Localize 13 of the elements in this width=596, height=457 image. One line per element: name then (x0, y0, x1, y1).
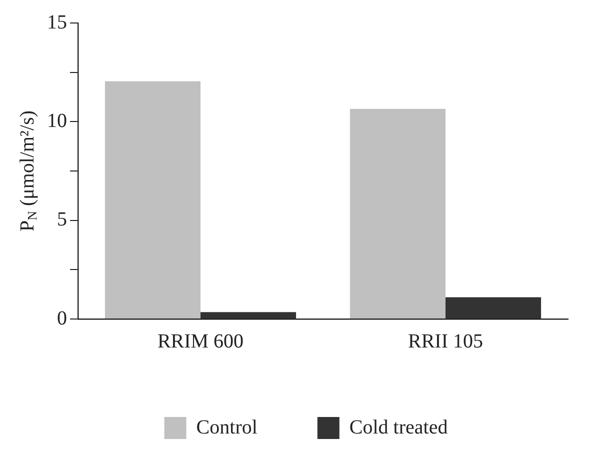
y-tick-label: 0 (57, 307, 67, 330)
x-tick-label: RRII 105 (408, 330, 483, 352)
legend-label: Control (196, 416, 258, 438)
bar (446, 297, 542, 318)
y-tick-label: 10 (47, 110, 67, 132)
y-tick-label: 5 (57, 208, 67, 231)
bar (200, 312, 296, 318)
x-tick-label: RRIM 600 (157, 330, 244, 352)
bar (350, 108, 446, 318)
legend-label: Cold treated (349, 416, 448, 438)
bar (104, 81, 200, 318)
y-tick-label: 15 (47, 11, 67, 34)
y-axis-title: PN (μmol/m²/s) (16, 110, 40, 232)
